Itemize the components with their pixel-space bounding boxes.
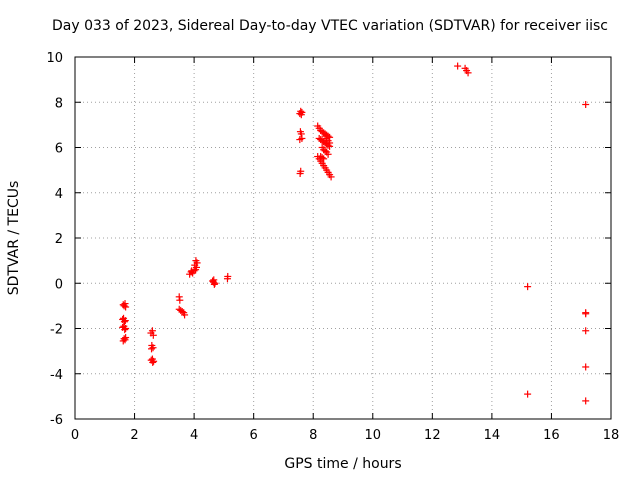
data-point	[321, 147, 329, 155]
x-axis-label: GPS time / hours	[284, 456, 402, 472]
data-point	[188, 267, 196, 275]
data-point	[224, 272, 232, 280]
data-point	[149, 331, 157, 339]
y-tick-label: 6	[55, 142, 63, 157]
data-point	[176, 296, 184, 304]
data-point	[148, 345, 156, 353]
axis-ticks: 0 2 4 6 8 10 12 14 16 18 -6 -4 -2 0 2 4 6 8 10	[46, 51, 619, 443]
data-point	[298, 108, 306, 116]
y-tick-label: -2	[50, 323, 63, 338]
y-tick-label: -6	[50, 413, 63, 428]
data-point	[582, 101, 590, 109]
y-tick-label: -4	[50, 368, 63, 383]
data-point	[121, 317, 129, 325]
data-point	[524, 390, 532, 398]
data-point	[324, 150, 332, 158]
data-point	[149, 344, 157, 352]
data-points	[119, 62, 590, 405]
data-point	[122, 303, 130, 311]
data-point	[148, 327, 156, 335]
data-point	[210, 276, 218, 284]
data-point	[326, 139, 334, 147]
data-point	[454, 62, 462, 70]
x-tick-label: 6	[250, 428, 258, 443]
data-point	[582, 327, 590, 335]
data-point	[524, 283, 532, 291]
data-point	[327, 173, 335, 181]
chart-title: Day 033 of 2023, Sidereal Day-to-day VTE…	[52, 18, 608, 34]
y-tick-label: 0	[55, 277, 63, 292]
data-point	[149, 358, 157, 366]
x-tick-label: 8	[309, 428, 317, 443]
x-tick-label: 4	[190, 428, 198, 443]
data-point	[122, 334, 130, 342]
x-tick-label: 12	[424, 428, 441, 443]
grid-lines	[75, 57, 611, 419]
x-tick-label: 14	[484, 428, 501, 443]
x-tick-label: 10	[365, 428, 382, 443]
data-point	[582, 363, 590, 371]
data-point	[211, 279, 219, 287]
y-tick-label: 8	[55, 96, 63, 111]
data-point	[296, 170, 304, 178]
x-tick-label: 0	[71, 428, 79, 443]
data-point	[181, 311, 189, 319]
data-point	[121, 326, 129, 334]
data-point	[192, 257, 200, 265]
x-tick-label: 2	[130, 428, 138, 443]
y-tick-label: 10	[46, 51, 63, 66]
y-tick-label: 2	[55, 232, 63, 247]
data-point	[582, 397, 590, 405]
data-point	[582, 309, 590, 317]
x-tick-label: 18	[603, 428, 620, 443]
y-axis-label: SDTVAR / TECUs	[6, 180, 22, 296]
data-point	[298, 134, 306, 142]
data-point	[122, 325, 130, 332]
data-point	[191, 261, 199, 269]
y-tick-label: 4	[55, 187, 63, 202]
data-point	[464, 69, 472, 77]
x-tick-label: 16	[543, 428, 560, 443]
